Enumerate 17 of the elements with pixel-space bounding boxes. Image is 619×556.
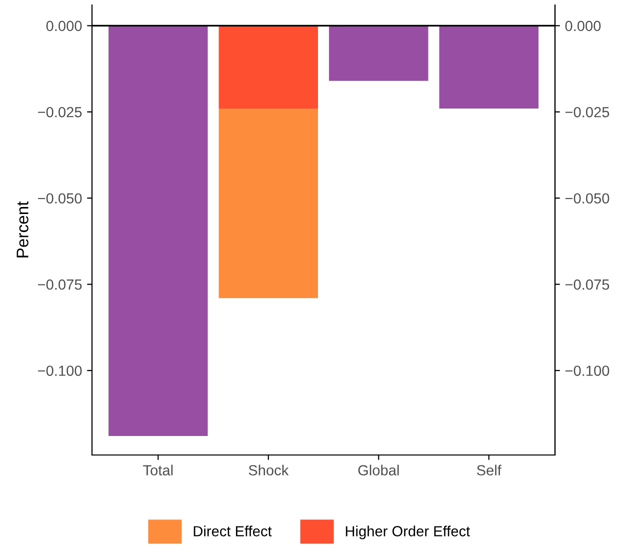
y2-tick-label: −0.075	[565, 279, 610, 290]
y-tick-label: −0.050	[38, 193, 82, 204]
y-tick-label: 0.000	[46, 20, 82, 32]
y2-tick-label: −0.025	[565, 106, 610, 118]
y-tick-label: −0.075	[38, 279, 82, 290]
y2-tick-label: −0.050	[565, 193, 610, 204]
y-tick-label: −0.100	[38, 366, 82, 376]
x-tick-label: Shock	[248, 464, 289, 476]
y2-tick-label: 0.000	[565, 20, 601, 32]
legend-label: Direct Effect	[194, 526, 272, 536]
x-tick-label: Self	[476, 464, 502, 476]
y-axis-title: Percent	[16, 201, 28, 258]
y2-tick-label: −0.100	[565, 366, 610, 376]
y-tick-label: −0.025	[38, 106, 82, 118]
x-tick-label: Total	[143, 464, 173, 476]
x-tick-label: Global	[358, 464, 399, 476]
legend-label: Higher Order Effect	[346, 526, 470, 540]
